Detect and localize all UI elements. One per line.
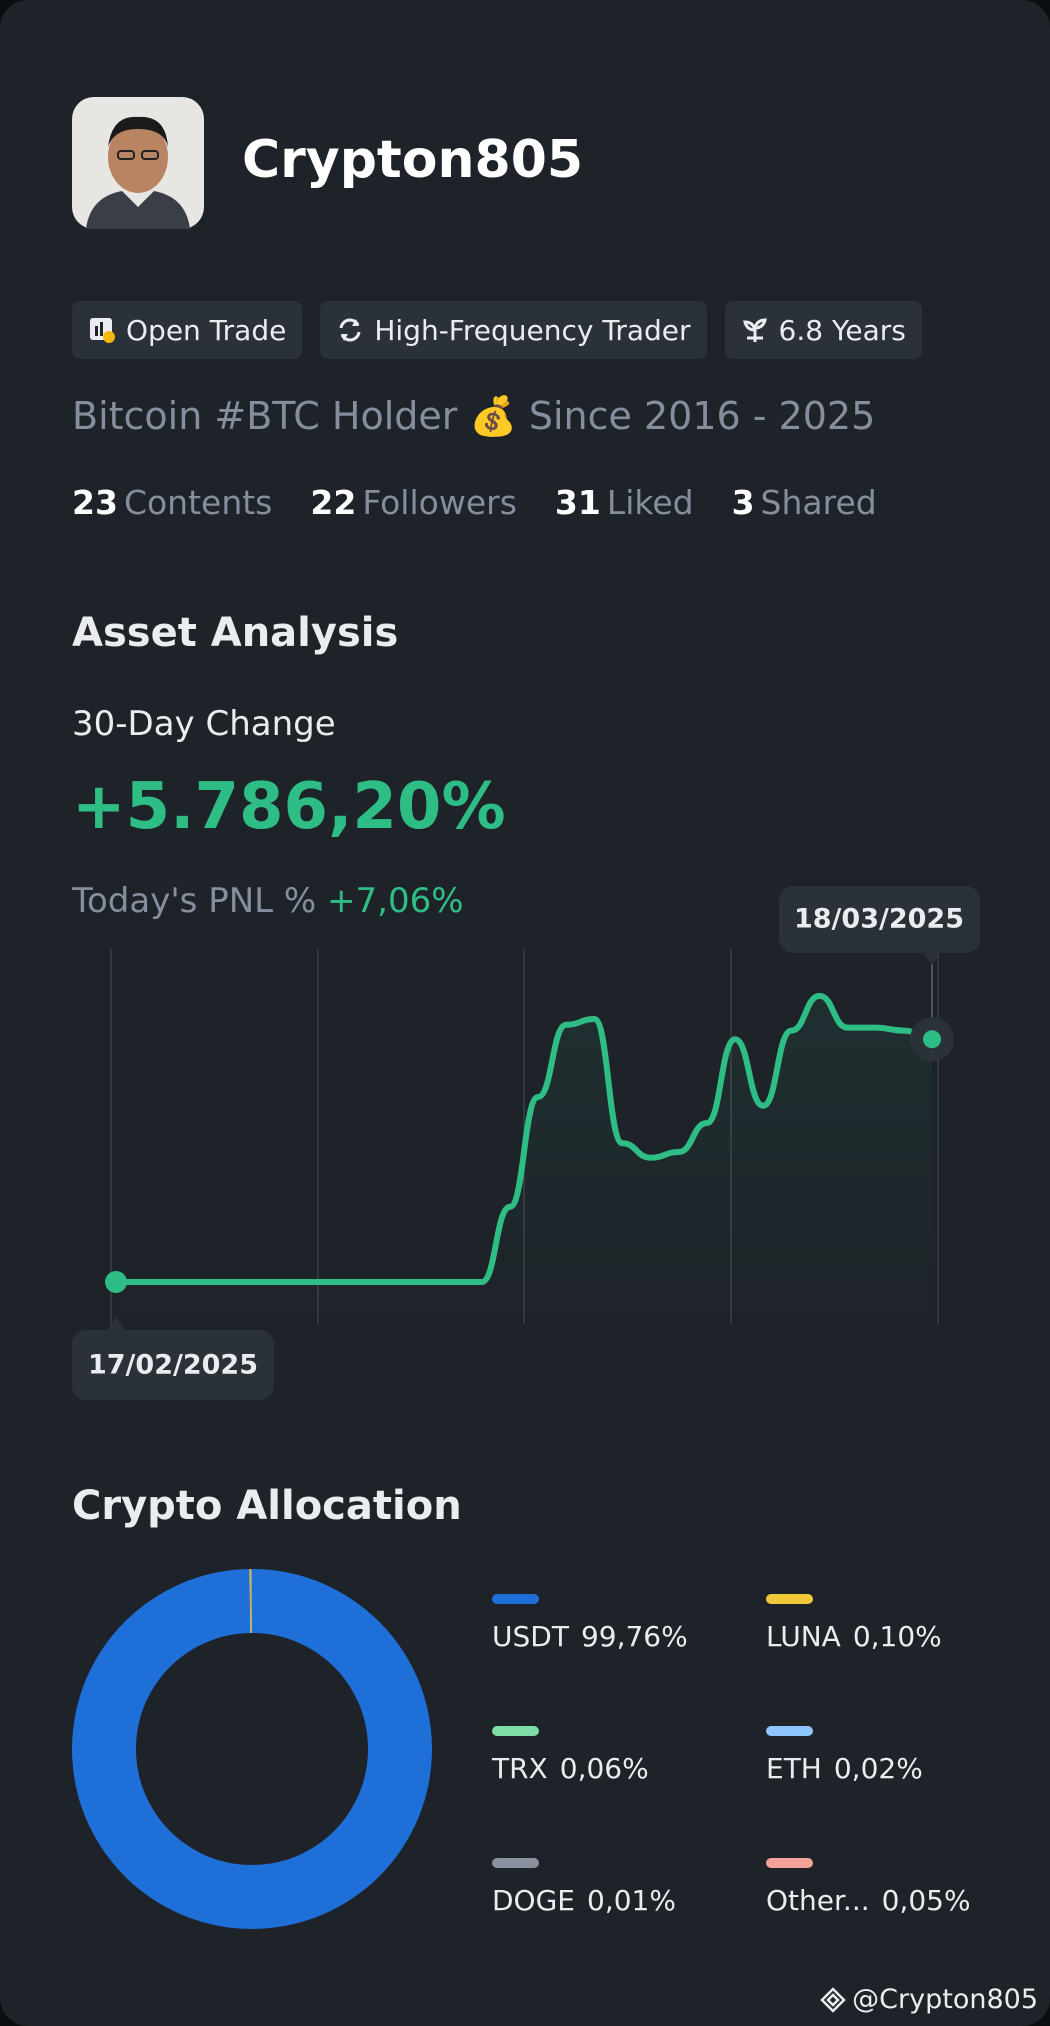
legend-swatch	[492, 1858, 539, 1868]
tooltip	[779, 886, 980, 953]
bio: Bitcoin #BTC Holder 💰 Since 2016 - 2025	[72, 394, 876, 438]
legend-name: Other...	[766, 1884, 870, 1917]
tooltip-arrow	[107, 1316, 125, 1331]
stat: 22 Followers	[310, 483, 517, 522]
tag: Open Trade	[72, 301, 303, 359]
footer-text: @Crypton805	[852, 1984, 1038, 2015]
stat-label: Contents	[123, 483, 273, 522]
pnl: Today's PNL % +7,06%	[72, 881, 464, 921]
donut-slice	[72, 1569, 432, 1929]
legend-swatch	[492, 1726, 539, 1736]
tag-list: Open Trade High-Frequency Trader 6.8 Yea…	[72, 301, 922, 359]
legend-value: 0,05%	[882, 1884, 971, 1917]
legend-text: ETH 0,02%	[766, 1752, 923, 1785]
legend-value: 0,01%	[587, 1884, 676, 1917]
tag-text: High-Frequency Trader	[374, 313, 691, 347]
line	[116, 992, 933, 1285]
legend-swatch	[766, 1726, 813, 1736]
icon	[339, 318, 361, 342]
legend-text: DOGE 0,01%	[492, 1884, 676, 1917]
legend-value: 99,76%	[581, 1620, 688, 1653]
stats: 23 Contents 22 Followers 31 Liked 3 Shared	[72, 483, 877, 522]
icon	[742, 318, 767, 342]
start-date: 17/02/2025	[88, 1350, 258, 1381]
stat-value: 23	[72, 483, 118, 522]
stat: 31 Liked	[555, 483, 694, 522]
legend-name: LUNA	[766, 1620, 841, 1653]
start-point	[105, 1271, 127, 1293]
pnl-label: Today's PNL %	[72, 881, 317, 921]
stat-label: Liked	[606, 483, 694, 522]
end-date: 18/03/2025	[794, 904, 964, 935]
legend-text: Other... 0,05%	[766, 1884, 971, 1917]
legend-text: LUNA 0,10%	[766, 1620, 942, 1653]
stat-value: 3	[731, 483, 755, 522]
stat-label: Followers	[362, 483, 517, 522]
donut-chart: USDT 99,76% LUNA 0,10% TRX 0,06% ETH 0,02% DOGE 0…	[72, 1569, 971, 1929]
change-value: +5.786,20%	[72, 770, 506, 844]
line-chart: 18/03/2025 17/02/2025	[72, 886, 980, 1400]
tag: 6.8 Years	[724, 301, 922, 359]
stat: 23 Contents	[72, 483, 272, 522]
tag: High-Frequency Trader	[320, 301, 707, 359]
legend-swatch	[766, 1858, 813, 1868]
end-point	[923, 1030, 941, 1049]
legend-name: USDT	[492, 1620, 570, 1653]
legend-swatch	[492, 1594, 539, 1604]
stat-label: Shared	[760, 483, 877, 522]
legend-value: 0,06%	[560, 1752, 649, 1785]
legend-value: 0,10%	[853, 1620, 942, 1653]
legend-name: DOGE	[492, 1884, 575, 1917]
logo	[820, 1986, 846, 2013]
stat-value: 22	[310, 483, 357, 522]
avatar	[72, 97, 204, 229]
change-label: 30-Day Change	[72, 704, 336, 744]
stat-value: 31	[554, 483, 601, 522]
tooltip	[72, 1330, 274, 1400]
pnl-value: +7,06%	[327, 881, 464, 921]
legend-value: 0,02%	[834, 1752, 923, 1785]
legend-text: TRX 0,06%	[491, 1752, 649, 1785]
tag-text: Open Trade	[126, 313, 287, 347]
legend-name: TRX	[491, 1752, 548, 1785]
tag-text: 6.8 Years	[778, 313, 906, 347]
legend-swatch	[766, 1594, 813, 1604]
tooltip-arrow	[923, 952, 941, 965]
section-title: Asset Analysis	[72, 610, 399, 656]
icon	[90, 318, 115, 343]
username: Crypton805	[242, 130, 584, 190]
legend-name: ETH	[766, 1752, 822, 1785]
footer: @Crypton805	[820, 1984, 1038, 2015]
legend-text: USDT 99,76%	[492, 1620, 688, 1653]
stat: 3 Shared	[732, 483, 877, 522]
section-title: Crypto Allocation	[72, 1483, 462, 1529]
